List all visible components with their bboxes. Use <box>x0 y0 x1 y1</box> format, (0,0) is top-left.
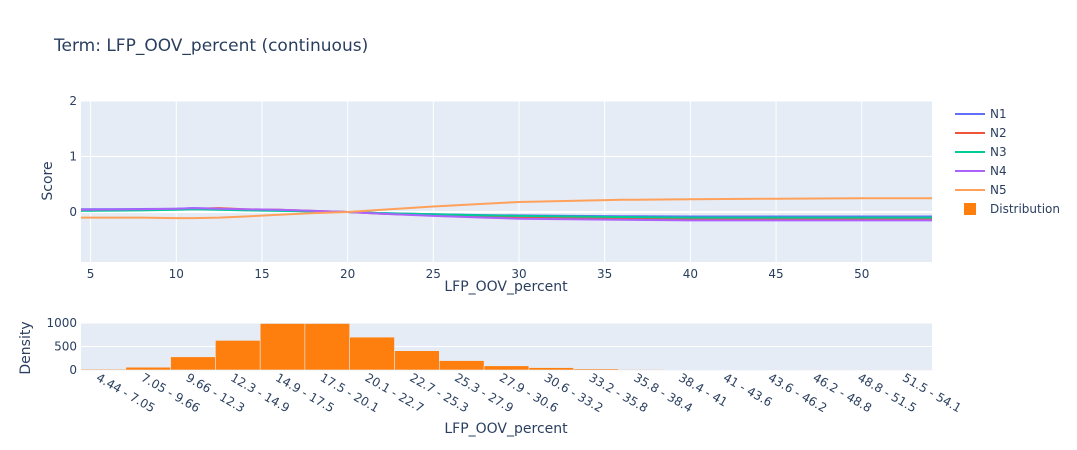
density-y-tick-label: 500 <box>54 340 77 354</box>
legend-item-n2[interactable]: N2 <box>955 126 1007 140</box>
density-bar <box>573 368 619 371</box>
density-x-tick-label: 41 - 43.6 <box>721 370 775 409</box>
density-y-tick-label: 1000 <box>46 316 77 330</box>
legend-item-n5[interactable]: N5 <box>955 183 1007 197</box>
density-bar <box>304 323 350 371</box>
score-x-tick-label: 10 <box>169 267 184 281</box>
legend-label: Distribution <box>990 202 1060 216</box>
legend-label: N4 <box>990 164 1007 178</box>
density-bar <box>349 336 395 371</box>
score-x-tick-label: 40 <box>683 267 698 281</box>
legend-label: N1 <box>990 107 1007 121</box>
density-bar <box>483 365 530 371</box>
score-x-tick-label: 35 <box>597 267 612 281</box>
density-y-tick-label: 0 <box>69 363 77 377</box>
score-x-tick-label: 25 <box>426 267 441 281</box>
legend-label: N5 <box>990 183 1007 197</box>
density-x-axis-title: LFP_OOV_percent <box>444 421 568 437</box>
score-x-tick-label: 50 <box>854 267 869 281</box>
density-y-ticks: 1000 500 0 <box>46 316 77 377</box>
legend-swatch-square <box>964 203 976 215</box>
density-bar <box>215 340 261 371</box>
score-y-tick-label: 0 <box>69 205 77 219</box>
legend-item-distribution[interactable]: Distribution <box>964 202 1060 216</box>
density-bar <box>618 368 664 371</box>
legend-label: N2 <box>990 126 1007 140</box>
legend-item-n1[interactable]: N1 <box>955 107 1007 121</box>
score-x-tick-label: 20 <box>340 267 355 281</box>
density-bar <box>80 368 127 371</box>
density-x-ticks: 4.44 - 7.057.05 - 9.669.66 - 12.312.3 - … <box>94 370 964 415</box>
score-y-ticks: 2 1 0 <box>69 94 77 219</box>
score-plot-area <box>81 101 932 262</box>
score-plot-grid <box>81 100 932 262</box>
legend-item-n4[interactable]: N4 <box>955 164 1007 178</box>
score-y-tick-label: 1 <box>69 150 77 164</box>
density-bar <box>125 366 171 371</box>
score-x-tick-label: 15 <box>254 267 269 281</box>
score-y-tick-label: 2 <box>69 94 77 108</box>
legend-item-n3[interactable]: N3 <box>955 145 1007 159</box>
score-x-tick-label: 5 <box>87 267 95 281</box>
score-x-ticks: 5 10 15 20 25 30 35 40 45 50 <box>87 267 870 281</box>
score-y-axis-title: Score <box>40 161 56 200</box>
score-x-axis-title: LFP_OOV_percent <box>444 279 568 295</box>
density-bar <box>528 367 575 371</box>
density-bars <box>80 323 933 371</box>
chart-title: Term: LFP_OOV_percent (continuous) <box>53 36 368 56</box>
score-lines <box>80 197 932 222</box>
series-line-n5 <box>81 197 932 220</box>
density-y-axis-title: Density <box>18 321 34 374</box>
density-bar <box>662 369 709 371</box>
density-bar <box>259 323 306 371</box>
score-x-tick-label: 45 <box>768 267 783 281</box>
score-x-tick-label: 30 <box>511 267 526 281</box>
legend-label: N3 <box>990 145 1007 159</box>
density-bar <box>170 356 216 371</box>
legend[interactable]: N1 N2 N3 N4 N5 Distribution <box>955 107 1060 216</box>
series-line-n4 <box>80 207 932 222</box>
density-bar <box>394 350 440 371</box>
density-bar <box>438 360 485 371</box>
